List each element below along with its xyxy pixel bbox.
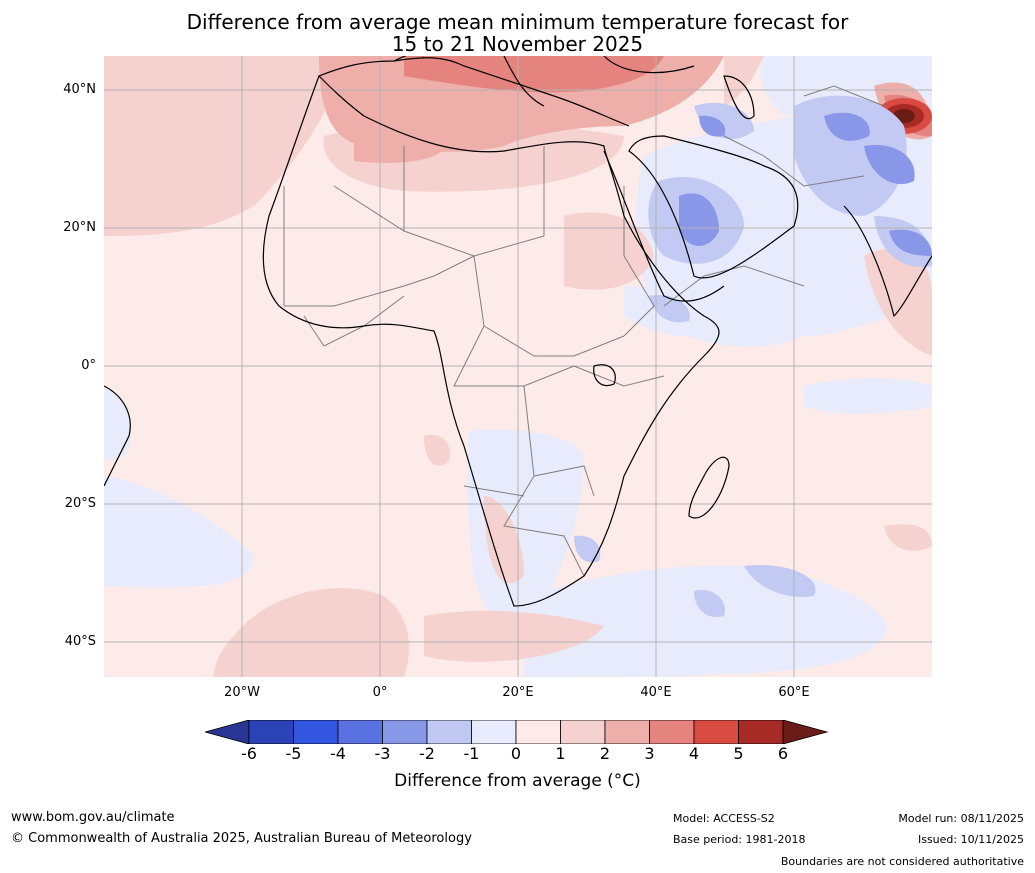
colorbar-tick-label: 6 xyxy=(777,744,789,763)
lat-label-equator: 0° xyxy=(81,358,96,373)
lon-label-20w: 20°W xyxy=(224,685,260,700)
lon-label-20e: 20°E xyxy=(502,685,534,700)
colorbar-segment xyxy=(337,720,383,744)
colorbar xyxy=(205,720,829,744)
colorbar-segment xyxy=(471,720,517,744)
colorbar-tick-label: 5 xyxy=(733,744,744,763)
website-link[interactable]: www.bom.gov.au/climate xyxy=(11,810,175,825)
warm-anomaly-1-2-regions xyxy=(104,56,932,677)
colorbar-segment xyxy=(649,720,695,744)
chart-title: Difference from average mean minimum tem… xyxy=(0,11,1035,55)
colorbar-extend-low xyxy=(205,720,250,744)
colorbar-segment xyxy=(738,720,784,744)
colorbar-tick-label: 3 xyxy=(644,744,655,763)
lon-label-40e: 40°E xyxy=(640,685,672,700)
colorbar-segment xyxy=(248,720,294,744)
colorbar-segment xyxy=(382,720,428,744)
colorbar-tick-label: -1 xyxy=(463,744,480,763)
colorbar-tick-label: -6 xyxy=(241,744,257,763)
lat-label-20n: 20°N xyxy=(63,220,96,235)
lat-label-20s: 20°S xyxy=(64,496,96,511)
forecast-map xyxy=(104,56,932,677)
title-line-1: Difference from average mean minimum tem… xyxy=(186,10,849,34)
colorbar-extend-high xyxy=(782,720,829,744)
colorbar-segment xyxy=(560,720,606,744)
title-line-2: 15 to 21 November 2025 xyxy=(391,32,644,56)
colorbar-tick-label: -4 xyxy=(330,744,346,763)
colorbar-segment xyxy=(515,720,561,744)
colorbar-tick-label: 1 xyxy=(555,744,566,763)
colorbar-tick-label: 4 xyxy=(688,744,700,763)
cool-anomaly-1-2-regions xyxy=(574,95,932,617)
country-borders xyxy=(283,85,885,577)
colorbar-tick-label: -5 xyxy=(285,744,302,763)
coastlines xyxy=(104,56,932,607)
colorbar-tick-label: -2 xyxy=(419,744,435,763)
colorbar-title: Difference from average (°C) xyxy=(394,771,641,791)
colorbar-segment xyxy=(426,720,472,744)
boundaries-disclaimer: Boundaries are not considered authoritat… xyxy=(780,855,1024,868)
colorbar-segment xyxy=(604,720,650,744)
colorbar-segment xyxy=(693,720,739,744)
lon-label-60e: 60°E xyxy=(778,685,810,700)
lat-label-40n: 40°N xyxy=(63,82,96,97)
colorbar-tick-label: -3 xyxy=(374,744,391,763)
lat-label-40s: 40°S xyxy=(64,634,96,649)
colorbar-tick-label: 0 xyxy=(510,744,522,763)
cool-anomaly-2-3-regions xyxy=(679,112,932,256)
colorbar-tick-label: 2 xyxy=(599,744,611,763)
issued-date: Issued: 10/11/2025 xyxy=(917,833,1024,846)
model-run-date: Model run: 08/11/2025 xyxy=(898,812,1024,825)
model-name: Model: ACCESS-S2 xyxy=(673,812,775,825)
colorbar-segment xyxy=(293,720,339,744)
copyright-text: © Commonwealth of Australia 2025, Austra… xyxy=(11,831,472,846)
base-period: Base period: 1981-2018 xyxy=(673,833,806,846)
lon-label-0: 0° xyxy=(372,685,388,700)
graticule xyxy=(104,56,932,677)
map-svg xyxy=(104,56,932,677)
